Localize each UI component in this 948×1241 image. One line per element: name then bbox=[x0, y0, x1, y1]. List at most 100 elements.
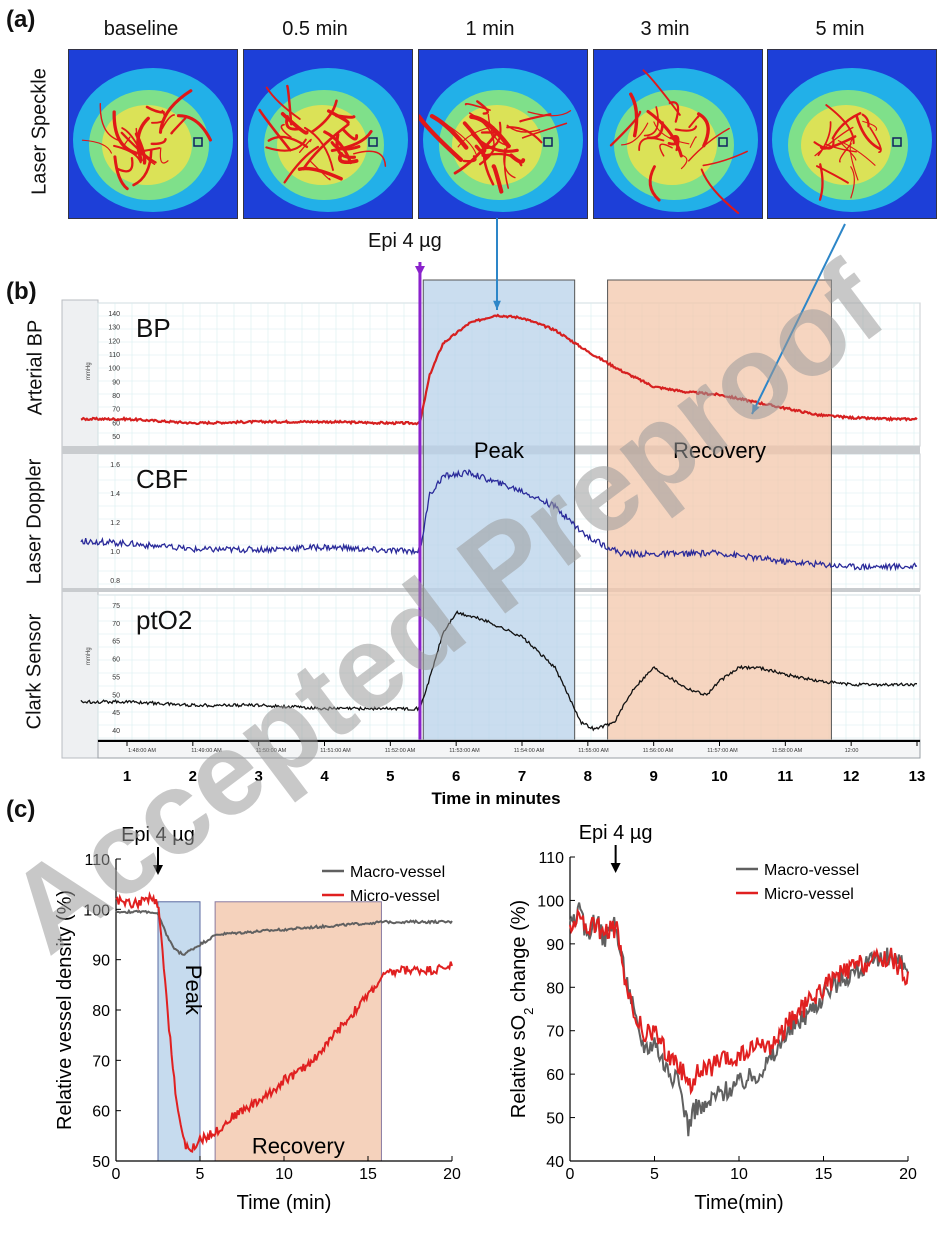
speckle-vessel bbox=[527, 110, 572, 117]
speckle-vessel bbox=[838, 143, 852, 163]
speckle-vessel bbox=[831, 112, 862, 140]
speckle-vessel bbox=[521, 122, 568, 139]
y-axis-label: Relative sO2 change (%) bbox=[508, 900, 536, 1118]
x-axis-label: Time(min) bbox=[694, 1192, 783, 1214]
x-tick-label: 4 bbox=[320, 768, 329, 785]
x-tick-label: 5 bbox=[386, 768, 394, 785]
arrow-5min bbox=[751, 223, 846, 415]
speckle-vessel bbox=[638, 137, 665, 152]
time-tick-label: 11:49:00 AM bbox=[191, 748, 222, 754]
tick-label-bp: 100 bbox=[108, 366, 120, 373]
speckle-image-0-5min bbox=[243, 49, 413, 219]
speckle-vessel bbox=[136, 116, 150, 162]
stimulus-arrowhead bbox=[414, 266, 425, 276]
frame-label-3min: 3 min bbox=[640, 18, 690, 40]
tick-label-cbf: 1.6 bbox=[110, 462, 120, 469]
tick-label-bp: 130 bbox=[108, 325, 120, 332]
y-tick-label: 40 bbox=[546, 1154, 564, 1171]
arrow-5min-head bbox=[752, 404, 760, 414]
series-micro-vessel bbox=[115, 890, 453, 1153]
speckle-vessel bbox=[818, 163, 824, 201]
x-tick-label: 12 bbox=[843, 768, 860, 785]
speckle-roi-marker bbox=[368, 137, 378, 147]
x-tick-label: 1 bbox=[123, 768, 131, 785]
speckle-vessel bbox=[285, 115, 300, 131]
time-tick-label: 1:48:00 AM bbox=[128, 748, 156, 754]
trace-pto2 bbox=[80, 610, 918, 732]
speckle-vessel bbox=[113, 144, 142, 164]
speckle-vessel bbox=[335, 133, 356, 159]
x-axis-label-b: Time in minutes bbox=[431, 789, 560, 808]
speckle-image-5min bbox=[767, 49, 937, 219]
y-tick-label: 90 bbox=[92, 953, 110, 970]
speckle-vessel bbox=[509, 153, 526, 164]
speckle-vessel bbox=[849, 138, 859, 181]
y-tick-label: 110 bbox=[538, 850, 564, 867]
speckle-vessel bbox=[258, 108, 292, 152]
speckle-vessel bbox=[303, 126, 334, 171]
y-tick-label: 60 bbox=[546, 1067, 564, 1084]
speckle-vessel bbox=[419, 114, 464, 163]
panel-a-letter: (a) bbox=[6, 6, 36, 33]
speckle-vessel bbox=[629, 92, 639, 138]
y-tick-label: 100 bbox=[83, 902, 110, 919]
y-tick-label: 60 bbox=[92, 1104, 110, 1121]
legend-label: Macro-vessel bbox=[764, 862, 859, 879]
tick-label-bp: 80 bbox=[112, 393, 120, 400]
speckle-tissue-warm bbox=[452, 105, 542, 185]
speckle-vessel bbox=[653, 121, 690, 145]
chart-b: 1401301201101009080706050BP1.61.41.21.00… bbox=[61, 218, 926, 808]
speckle-vessel bbox=[470, 132, 519, 153]
y-tick-label: 80 bbox=[546, 980, 564, 997]
speckle-vessel bbox=[855, 115, 882, 151]
speckle-vessel bbox=[659, 143, 673, 157]
trace-label-pto2: ptO2 bbox=[136, 605, 192, 635]
tick-label-bp: 120 bbox=[108, 338, 120, 345]
speckle-vessel bbox=[469, 114, 511, 149]
speckle-vessel bbox=[609, 110, 642, 147]
speckle-vessel bbox=[159, 147, 169, 164]
trace-label-cbf: CBF bbox=[136, 464, 188, 494]
tick-label-cbf: 1.4 bbox=[110, 491, 120, 498]
recovery-region bbox=[607, 279, 832, 741]
y-tick-label: 70 bbox=[92, 1053, 110, 1070]
tick-label-cbf: 1.0 bbox=[110, 549, 120, 556]
speckle-vessel bbox=[687, 127, 730, 162]
time-tick-label: 11:53:00 AM bbox=[449, 748, 480, 754]
legend-label: Micro-vessel bbox=[764, 886, 854, 903]
speckle-vessel bbox=[112, 110, 139, 155]
speckle-vessel bbox=[302, 123, 350, 171]
speckle-vessel bbox=[120, 131, 157, 164]
speckle-vessel bbox=[337, 151, 359, 165]
speckle-vessel bbox=[840, 142, 857, 161]
epi-annotation: Epi 4 µg bbox=[121, 824, 195, 846]
speckle-vessel bbox=[141, 147, 161, 153]
x-tick-label: 7 bbox=[518, 768, 526, 785]
recorder-gutter bbox=[61, 299, 99, 759]
frame-label-1min: 1 min bbox=[465, 18, 515, 40]
speckle-vessel bbox=[817, 121, 832, 157]
epi-annotation-b: Epi 4 µg bbox=[368, 230, 442, 252]
tick-label-pto2: 70 bbox=[112, 621, 120, 628]
speckle-vessel bbox=[869, 126, 882, 154]
speckle-vessel bbox=[170, 117, 187, 135]
speckle-vessel bbox=[476, 100, 489, 115]
peak-label: Peak bbox=[474, 438, 525, 463]
speckle-vessel bbox=[310, 99, 338, 134]
trace-bp bbox=[80, 313, 918, 426]
speckle-vessel bbox=[491, 164, 504, 194]
speckle-vessel bbox=[689, 136, 697, 148]
x-tick-label: 13 bbox=[909, 768, 926, 785]
legend-label: Micro-vessel bbox=[350, 888, 440, 905]
speckle-vessel bbox=[298, 138, 312, 153]
x-tick-label: 15 bbox=[359, 1166, 377, 1183]
speckle-vessel bbox=[161, 114, 175, 130]
trace-cbf bbox=[80, 468, 918, 572]
x-tick-label: 11 bbox=[777, 768, 793, 785]
x-tick-label: 5 bbox=[650, 1166, 659, 1183]
bp-unit: mmHg bbox=[86, 362, 92, 380]
series-macro-vessel bbox=[115, 908, 453, 956]
time-tick-label: 11:55:00 AM bbox=[578, 748, 609, 754]
x-tick-label: 6 bbox=[452, 768, 460, 785]
